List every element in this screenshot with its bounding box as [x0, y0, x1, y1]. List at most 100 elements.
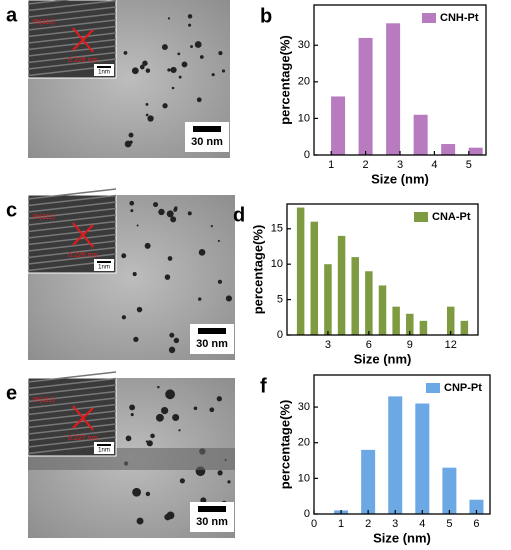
- x-tick-label: 3: [397, 159, 403, 171]
- panel-label: d: [233, 204, 245, 226]
- bar: [358, 37, 373, 155]
- x-axis-label: Size (nm): [354, 351, 412, 366]
- particle: [200, 497, 207, 504]
- bar: [386, 23, 401, 156]
- particle: [160, 406, 169, 415]
- lattice-fringe: [27, 416, 117, 429]
- particle: [168, 346, 176, 354]
- y-tick-label: 10: [271, 258, 283, 270]
- particle: [164, 513, 171, 521]
- x-axis-label: Size (nm): [373, 530, 431, 545]
- particle: [129, 140, 133, 144]
- panel-label: e: [6, 382, 17, 404]
- particle: [225, 295, 232, 302]
- x-tick-label: 6: [366, 339, 372, 351]
- particle: [199, 55, 204, 59]
- lattice-fringe: [27, 403, 117, 416]
- particle: [129, 200, 135, 206]
- x-tick-label: 3: [392, 518, 398, 530]
- panel-label: c: [6, 199, 17, 221]
- bar: [324, 264, 332, 335]
- lattice-fringe: [27, 19, 117, 31]
- y-tick-label: 5: [277, 294, 283, 306]
- y-tick-label: 0: [304, 149, 310, 161]
- particle: [144, 242, 151, 249]
- spacing-label: 0.227 nm: [68, 435, 97, 442]
- lattice-fringe: [27, 38, 117, 51]
- particle: [165, 389, 175, 400]
- particle: [158, 208, 165, 216]
- particle: [190, 45, 193, 48]
- y-tick-label: 30: [298, 401, 310, 413]
- particle: [187, 211, 192, 216]
- panel-label: f: [260, 375, 267, 397]
- particle: [179, 478, 185, 484]
- bar: [392, 306, 400, 335]
- particle: [162, 103, 168, 109]
- x-tick-label: 4: [431, 159, 437, 171]
- lattice-fringe: [27, 58, 117, 70]
- bar: [331, 96, 346, 155]
- plot-frame: [286, 203, 479, 336]
- particle: [132, 487, 142, 497]
- particle: [155, 413, 164, 422]
- particle: [167, 17, 171, 20]
- x-tick-label: 5: [446, 518, 452, 530]
- particle: [170, 66, 177, 74]
- lattice-fringe: [27, 233, 117, 246]
- particle: [170, 216, 177, 223]
- particle: [130, 209, 134, 213]
- bar: [351, 257, 359, 335]
- lattice-fringe: [27, 32, 117, 44]
- particle: [181, 61, 188, 68]
- lattice-fringe: [27, 25, 117, 38]
- y-tick-label: 0: [304, 508, 310, 520]
- y-tick-label: 30: [298, 39, 310, 51]
- particle: [145, 440, 149, 443]
- scale-bar: [198, 506, 226, 512]
- y-tick-label: 0: [277, 329, 283, 341]
- particle: [210, 225, 213, 228]
- particle: [178, 75, 182, 79]
- particle: [173, 208, 178, 212]
- legend-swatch: [422, 13, 436, 23]
- x-tick-label: 2: [363, 159, 369, 171]
- particle: [198, 249, 206, 256]
- particle: [187, 14, 193, 19]
- bar: [406, 313, 414, 335]
- particle: [217, 239, 220, 243]
- y-axis-label: percentage(%): [277, 400, 292, 490]
- scale-bar-label: 30 nm: [191, 136, 223, 148]
- particle: [133, 336, 139, 342]
- particle: [167, 68, 171, 72]
- particle: [218, 50, 223, 56]
- lattice-fringe: [27, 397, 117, 409]
- lattice-mark: [72, 407, 94, 429]
- bar: [468, 147, 483, 155]
- x-tick-label: 9: [407, 339, 413, 351]
- legend-label: CNA-Pt: [432, 211, 471, 223]
- particle: [121, 253, 127, 259]
- panel-label: b: [260, 5, 272, 27]
- lattice-fringe: [27, 246, 117, 259]
- particle: [178, 429, 181, 432]
- particle: [136, 517, 144, 525]
- spacing-label: 0.226 nm: [68, 57, 97, 64]
- y-axis-label: percentage(%): [277, 35, 292, 125]
- particle: [211, 73, 215, 77]
- bar: [310, 221, 319, 335]
- particle: [125, 435, 132, 442]
- particle: [145, 103, 149, 106]
- lattice-mark: [72, 224, 94, 246]
- particle: [145, 491, 151, 497]
- x-tick-label: 4: [419, 518, 425, 530]
- legend-swatch: [414, 212, 428, 222]
- spacing-label: 0.226 nm: [68, 252, 97, 259]
- lattice-fringe: [27, 45, 117, 57]
- lattice-mark: [72, 29, 94, 51]
- particle: [147, 115, 154, 122]
- lattice-fringe: [27, 51, 117, 64]
- lattice-fringe: [27, 194, 117, 207]
- scale-bar: [198, 328, 226, 334]
- lattice-fringe: [27, 6, 117, 18]
